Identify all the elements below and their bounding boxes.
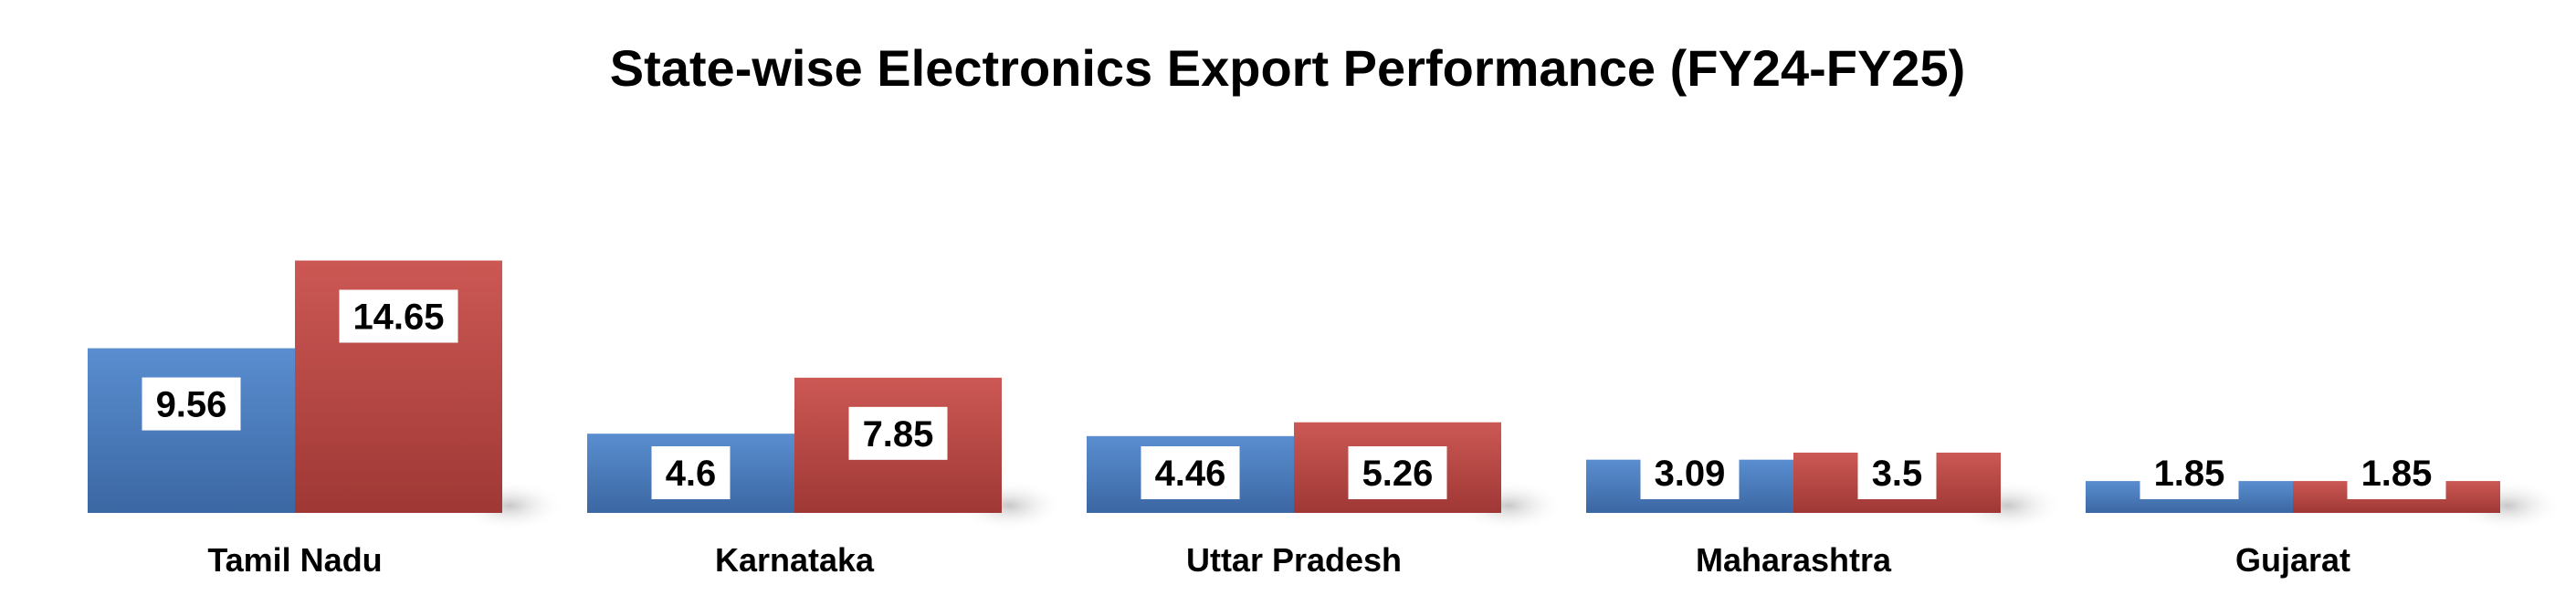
- data-label-text: 3.09: [1655, 454, 1726, 494]
- category-label-uttar-pradesh: Uttar Pradesh: [1186, 541, 1402, 579]
- data-label-box: [1640, 446, 1740, 499]
- bar-tamil-nadu-series-1: [88, 348, 295, 513]
- data-label-box: [1857, 446, 1937, 499]
- data-label-text: 1.85: [2154, 454, 2225, 494]
- data-label-box: [651, 446, 731, 499]
- data-label-karnataka-series-1: 4.6: [651, 446, 731, 499]
- data-label-karnataka-series-2: 7.85: [848, 406, 948, 460]
- chart-title: State-wise Electronics Export Performanc…: [610, 39, 1966, 97]
- data-label-box: [142, 377, 241, 431]
- data-label-box: [848, 406, 948, 460]
- data-label-tamil-nadu-series-1: 9.56: [142, 377, 241, 431]
- category-label-maharashtra: Maharashtra: [1696, 541, 1892, 579]
- data-label-text: 3.5: [1872, 454, 1923, 494]
- data-label-uttar-pradesh-series-2: 5.26: [1348, 446, 1447, 499]
- data-label-box: [1141, 446, 1240, 499]
- data-label-box: [1348, 446, 1447, 499]
- data-label-uttar-pradesh-series-1: 4.46: [1141, 446, 1240, 499]
- data-label-text: 14.65: [352, 297, 444, 337]
- data-label-text: 7.85: [863, 414, 934, 454]
- data-label-box: [2140, 446, 2239, 499]
- plot-area: 9.56 14.65 Tamil Nadu 4.6 7.85 Karnataka 4.46 5…: [88, 260, 2562, 579]
- data-label-maharashtra-series-2: 3.5: [1857, 446, 1937, 499]
- data-label-box: [2347, 446, 2446, 499]
- data-label-gujarat-series-1: 1.85: [2140, 446, 2239, 499]
- data-label-box: [339, 289, 458, 343]
- data-label-gujarat-series-2: 1.85: [2347, 446, 2446, 499]
- data-label-maharashtra-series-1: 3.09: [1640, 446, 1740, 499]
- data-label-text: 5.26: [1362, 454, 1434, 494]
- data-label-text: 1.85: [2361, 454, 2433, 494]
- category-label-karnataka: Karnataka: [715, 541, 875, 579]
- data-label-text: 9.56: [156, 385, 227, 425]
- data-label-text: 4.6: [666, 454, 717, 494]
- data-label-text: 4.46: [1155, 454, 1226, 494]
- category-label-gujarat: Gujarat: [2235, 541, 2350, 579]
- data-label-tamil-nadu-series-2: 14.65: [339, 289, 458, 343]
- category-label-tamil-nadu: Tamil Nadu: [207, 541, 382, 579]
